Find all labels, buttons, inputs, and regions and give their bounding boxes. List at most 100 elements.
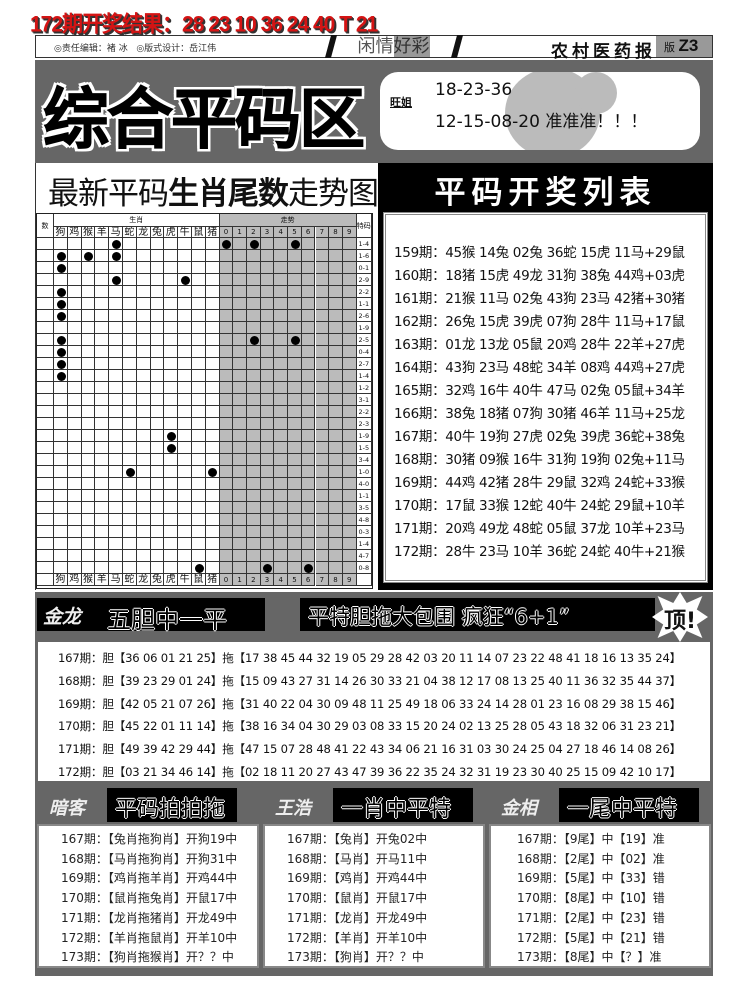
zodiac-cell [123, 370, 137, 382]
zodiac-cell [205, 514, 220, 526]
digit-cell [342, 514, 357, 526]
zodiac-cell [54, 334, 68, 346]
zodiac-cell [136, 382, 151, 394]
digit-cell [288, 310, 302, 322]
zodiac-cell [67, 466, 82, 478]
footer-zodiac-cell: 猪 [205, 574, 220, 586]
zodiac-cell [136, 406, 151, 418]
zodiac-cell [164, 442, 179, 454]
section-row: 173期：【8尾】中【？】准 [517, 950, 662, 965]
digit-cell [342, 442, 357, 454]
zodiac-cell [178, 310, 192, 322]
digit-cell [260, 370, 275, 382]
zodiac-cell [67, 382, 82, 394]
section-title-box: 平码拍拍拖 [107, 788, 237, 822]
row-num-cell [37, 502, 54, 514]
zodiac-hit-dot [56, 335, 66, 345]
digit-cell [301, 346, 316, 358]
digit-hit-dot [249, 335, 259, 345]
header-zodiac-cell: 牛 [178, 227, 192, 238]
digit-cell [329, 454, 343, 466]
zodiac-cell [81, 526, 96, 538]
draw-row: 165期：32鸡 16牛 40牛 47马 02兔 05鼠+34羊 [394, 383, 685, 399]
digit-cell [274, 274, 289, 286]
zodiac-cell [109, 442, 123, 454]
digit-cell [288, 442, 302, 454]
row-num-cell [37, 562, 54, 574]
digit-hit-dot [290, 239, 300, 249]
digit-cell [247, 490, 261, 502]
zodiac-cell [95, 310, 110, 322]
zodiac-cell [81, 262, 96, 274]
zodiac-cell [123, 490, 137, 502]
zodiac-cell [136, 466, 151, 478]
zodiac-cell [95, 442, 110, 454]
digit-cell [342, 406, 357, 418]
tip-box: 旺姐 18-23-36 12-15-08-20 准准准！！！ [380, 72, 700, 150]
digit-cell [342, 322, 357, 334]
footer-digit-cell: 1 [233, 574, 247, 586]
digit-cell [233, 238, 247, 250]
digit-cell [329, 406, 343, 418]
digit-cell [274, 346, 289, 358]
digit-cell [233, 298, 247, 310]
zodiac-cell [136, 286, 151, 298]
zodiac-cell [205, 358, 220, 370]
header-digit-cell: 7 [315, 227, 330, 238]
zodiac-cell [164, 478, 179, 490]
digit-cell [219, 358, 234, 370]
digit-cell [219, 502, 234, 514]
zodiac-cell [54, 358, 68, 370]
header-digit-cell: 9 [342, 227, 357, 238]
zodiac-cell [81, 502, 96, 514]
digit-cell [219, 298, 234, 310]
zodiac-hit-dot [111, 251, 121, 261]
section-header: 暗客 平码拍拍拖 [37, 788, 259, 822]
zodiac-cell [150, 562, 165, 574]
digit-cell [260, 478, 275, 490]
digit-cell [315, 490, 330, 502]
zodiac-cell [136, 346, 151, 358]
digit-cell [342, 334, 357, 346]
zodiac-cell [109, 418, 123, 430]
digit-cell [247, 262, 261, 274]
special-cell: 0-4 [356, 346, 372, 358]
draw-row: 161期：21猴 11马 02兔 43狗 23马 42猪+30猪 [394, 291, 685, 307]
zodiac-cell [136, 322, 151, 334]
digit-cell [260, 538, 275, 550]
digit-cell [301, 274, 316, 286]
row-num-cell [37, 274, 54, 286]
zodiac-cell [95, 430, 110, 442]
digit-cell [288, 466, 302, 478]
zodiac-cell [54, 442, 68, 454]
zodiac-cell [192, 250, 206, 262]
zodiac-cell [54, 346, 68, 358]
zodiac-cell [205, 382, 220, 394]
zodiac-cell [178, 334, 192, 346]
zodiac-cell [81, 538, 96, 550]
zodiac-cell [123, 418, 137, 430]
zodiac-cell [178, 514, 192, 526]
digit-cell [247, 526, 261, 538]
section-row: 167期：【兔肖】开兔02中 [287, 832, 428, 846]
footer-zodiac-cell: 牛 [178, 574, 192, 586]
zodiac-cell [109, 382, 123, 394]
zodiac-hit-dot [56, 347, 66, 357]
digit-cell [233, 442, 247, 454]
zodiac-cell [192, 514, 206, 526]
zodiac-cell [164, 298, 179, 310]
zodiac-cell [178, 466, 192, 478]
digit-cell [260, 334, 275, 346]
digit-cell [301, 466, 316, 478]
zodiac-cell [164, 334, 179, 346]
digit-cell [219, 262, 234, 274]
zodiac-cell [150, 286, 165, 298]
digit-cell [219, 322, 234, 334]
header-digit-cell: 2 [247, 227, 261, 238]
section-row: 169期：【鸡肖拖羊肖】开鸡44中 [61, 871, 238, 886]
header-digit-cell: 6 [301, 227, 316, 238]
digit-cell [274, 502, 289, 514]
zodiac-cell [123, 274, 137, 286]
zodiac-cell [95, 274, 110, 286]
digit-cell [315, 454, 330, 466]
